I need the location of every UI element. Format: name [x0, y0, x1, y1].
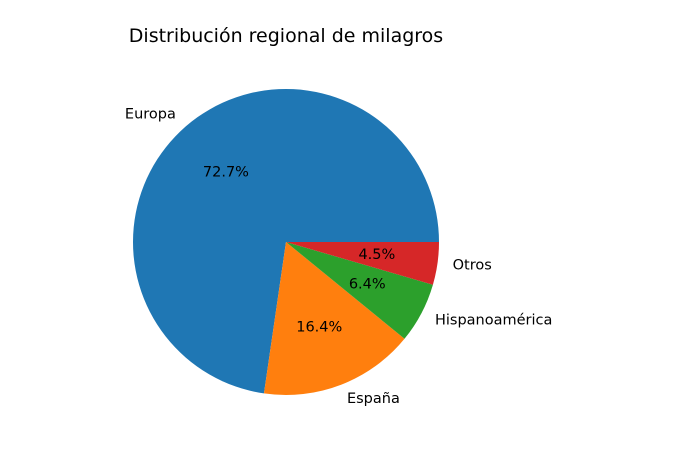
pie-slice-hispanoamérica — [286, 242, 433, 339]
pie-slice-otros — [286, 242, 439, 285]
slice-label-españa: España — [347, 391, 400, 407]
pct-label-europa: 72.7% — [203, 165, 249, 181]
slice-label-otros: Otros — [453, 258, 492, 274]
slice-label-europa: Europa — [125, 107, 176, 123]
slice-label-hispanoamérica: Hispanoamérica — [435, 312, 552, 328]
pie-slice-europa — [132, 89, 439, 394]
pie-labels: Europa 72.7% España 16.4% Hispanoamérica 6.4%… — [125, 107, 552, 407]
pct-label-otros: 4.5% — [358, 247, 395, 263]
pct-label-hispanoamérica: 6.4% — [349, 277, 386, 293]
chart-title: Distribución regional de milagros — [129, 25, 443, 47]
pie-slice-españa — [263, 242, 405, 396]
pct-label-españa: 16.4% — [296, 320, 342, 336]
pie-slices — [132, 89, 439, 396]
